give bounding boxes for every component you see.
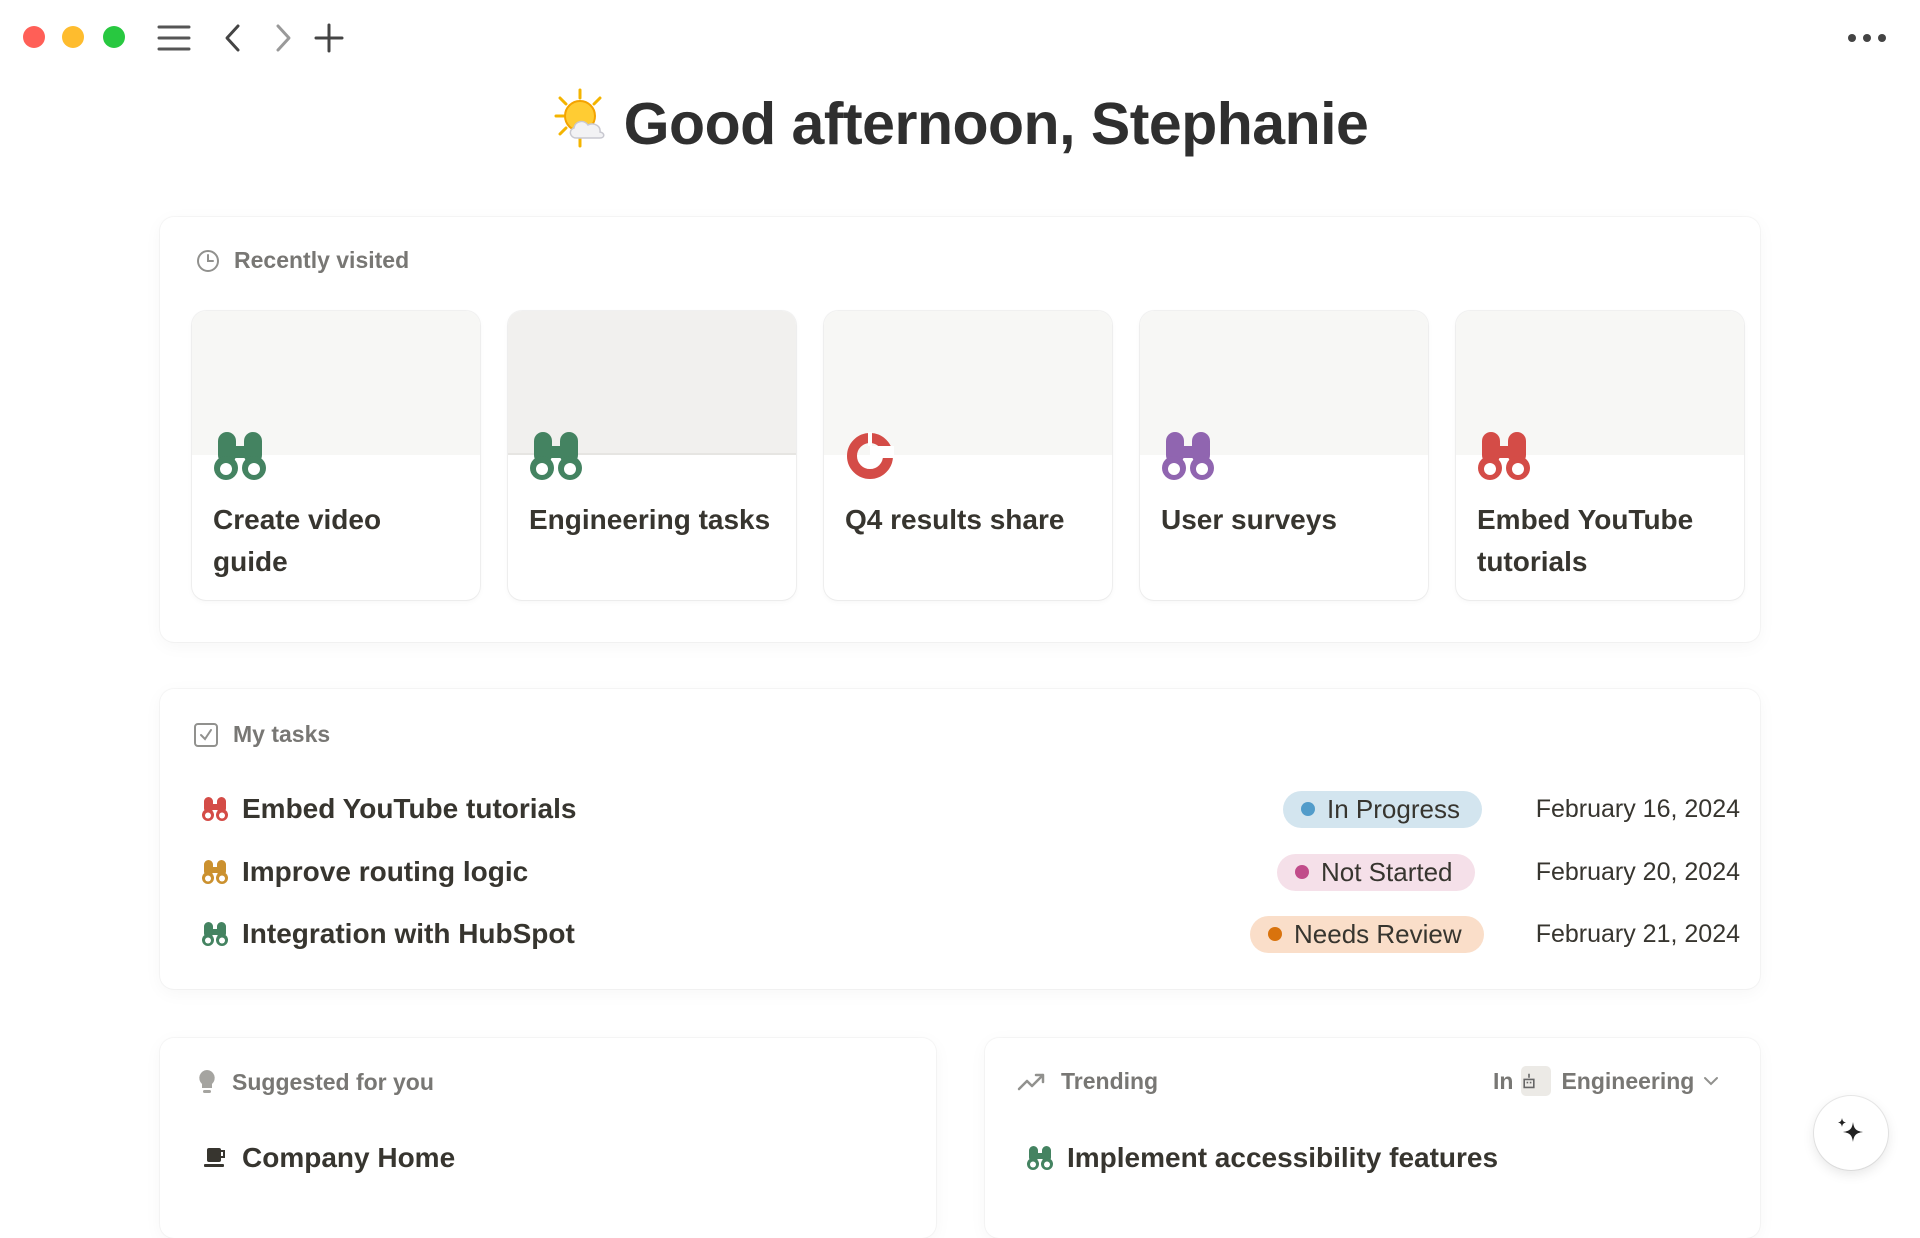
my-tasks-panel [160, 689, 1760, 989]
back-button[interactable] [213, 18, 253, 58]
recently-visited-header: Recently visited [196, 247, 409, 274]
engineering-team-icon [1521, 1066, 1552, 1096]
status-label: In Progress [1327, 793, 1460, 824]
status-label: Needs Review [1294, 918, 1462, 949]
suggested-item-title: Company Home [242, 1142, 456, 1173]
card-title: Q4 results share [845, 504, 1065, 535]
ai-assistant-button[interactable] [1814, 1096, 1888, 1170]
chevron-down-icon [1704, 1077, 1719, 1086]
coffee-icon [204, 1148, 225, 1167]
greeting-text: Good afternoon, Stephanie [623, 91, 1369, 157]
clock-icon [197, 249, 219, 272]
card-title: Create video guide [213, 504, 382, 577]
recent-card-user-surveys[interactable]: User surveys [1140, 311, 1428, 600]
suggested-item[interactable]: Company Home [200, 1134, 900, 1182]
binoculars-icon [1162, 432, 1214, 480]
new-page-button[interactable] [309, 18, 349, 58]
plus-icon [314, 23, 344, 53]
task-row[interactable]: Embed YouTube tutorials In Progress Febr… [200, 785, 1740, 833]
chevron-right-icon [276, 24, 291, 52]
status-dot [1268, 927, 1282, 941]
trending-item-title: Implement accessibility features [1067, 1142, 1499, 1173]
ellipsis-icon [1848, 34, 1886, 42]
recent-card-embed-youtube-tutorials[interactable]: Embed YouTube tutorials [1456, 311, 1744, 600]
card-title: Embed YouTube tutorials [1477, 504, 1694, 577]
recent-card-q4-results-share[interactable]: Q4 results share [824, 311, 1112, 600]
task-title: Improve routing logic [242, 856, 529, 887]
sun-behind-cloud-icon [552, 88, 610, 148]
forward-button[interactable] [263, 18, 303, 58]
task-title: Embed YouTube tutorials [242, 793, 577, 824]
trending-title: Trending [1061, 1068, 1159, 1094]
task-date: February 21, 2024 [1535, 919, 1740, 948]
task-date: February 20, 2024 [1535, 857, 1740, 886]
lightbulb-icon [199, 1070, 215, 1093]
recent-card-create-video-guide[interactable]: Create video guide [192, 311, 480, 600]
menu-button[interactable] [154, 18, 194, 58]
suggested-header: Suggested for you [196, 1068, 434, 1096]
status-dot [1301, 802, 1315, 816]
zoom-window-button[interactable] [103, 26, 125, 48]
trending-item[interactable]: Implement accessibility features [1025, 1134, 1725, 1182]
recently-visited-title: Recently visited [234, 247, 410, 273]
status-badge[interactable]: In Progress [1283, 790, 1482, 828]
binoculars-icon [202, 922, 228, 946]
task-title: Integration with HubSpot [242, 918, 575, 949]
pie-chart-icon [847, 432, 894, 479]
suggested-title: Suggested for you [232, 1068, 434, 1095]
card-title: Engineering tasks [529, 504, 771, 535]
trending-up-icon [1017, 1073, 1045, 1090]
trending-filter-dropdown[interactable]: In Engineering [1493, 1066, 1720, 1096]
status-label: Not Started [1321, 856, 1453, 887]
binoculars-icon [214, 432, 266, 480]
card-title: User surveys [1161, 504, 1337, 535]
binoculars-icon [202, 797, 228, 821]
filter-prefix: In [1493, 1067, 1514, 1094]
chevron-left-icon [225, 24, 240, 52]
binoculars-icon [1027, 1146, 1053, 1170]
trending-header: Trending [1017, 1068, 1158, 1095]
more-options-button[interactable] [1847, 18, 1887, 58]
binoculars-icon [1478, 432, 1530, 480]
my-tasks-title: My tasks [233, 721, 331, 747]
status-badge[interactable]: Needs Review [1250, 915, 1484, 953]
task-date: February 16, 2024 [1535, 794, 1740, 823]
status-dot [1295, 865, 1309, 879]
status-badge[interactable]: Not Started [1277, 853, 1475, 891]
binoculars-icon [530, 432, 582, 480]
task-row[interactable]: Integration with HubSpot Needs Review Fe… [200, 910, 1740, 958]
sparkle-icon [1838, 1118, 1863, 1142]
filter-value: Engineering [1561, 1067, 1695, 1094]
minimize-window-button[interactable] [62, 26, 84, 48]
binoculars-icon [202, 860, 228, 884]
hamburger-icon [157, 25, 191, 51]
recent-card-engineering-tasks[interactable]: Engineering tasks [508, 311, 796, 600]
task-row[interactable]: Improve routing logic Not Started Februa… [200, 848, 1740, 896]
greeting-heading: Good afternoon, Stephanie [0, 88, 1920, 158]
close-window-button[interactable] [23, 26, 45, 48]
my-tasks-header: My tasks [193, 721, 330, 748]
checkbox-icon [194, 722, 218, 747]
